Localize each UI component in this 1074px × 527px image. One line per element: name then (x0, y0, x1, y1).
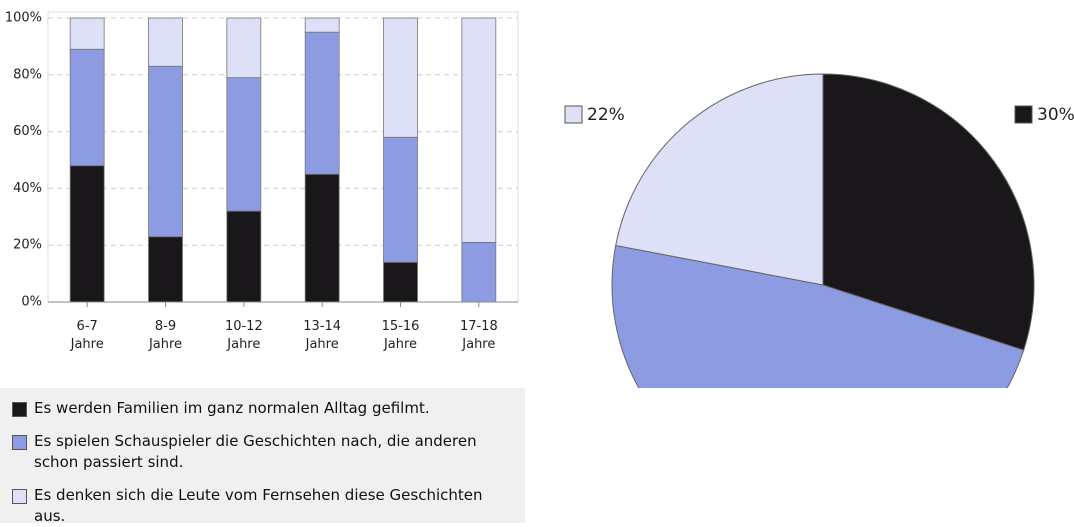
bar-segment (148, 65, 183, 238)
pie-slice (611, 244, 1025, 388)
bar-segment (304, 31, 340, 175)
legend-label: Es werden Familien im ganz normalen Allt… (34, 399, 430, 417)
y-tick-label: 20% (13, 238, 42, 253)
plot-frame (47, 11, 519, 303)
x-tick-label: 10-12 Jahre (225, 319, 263, 352)
x-tick-label: 8-9 Jahre (148, 319, 182, 352)
bar-segment (304, 173, 340, 303)
x-tick-label: 17-18 Jahre (460, 319, 498, 352)
x-tick-label: 6-7 Jahre (70, 319, 104, 352)
legend-label: Es denken sich die Leute vom Fernsehen d… (34, 486, 483, 525)
legend-label: Es spielen Schauspieler die Geschichten … (34, 432, 477, 471)
pie-slice (615, 73, 824, 286)
legend-swatch (12, 489, 27, 504)
bar-segment (148, 236, 183, 303)
y-tick-label: 40% (13, 181, 42, 196)
legend-swatch (12, 435, 27, 450)
bar-segment (69, 17, 105, 50)
pie-slice (822, 73, 1035, 351)
y-tick-label: 60% (13, 124, 42, 139)
bar-segment (148, 17, 183, 67)
bar-segment (461, 17, 497, 243)
legend-item: Es werden Familien im ganz normalen Allt… (12, 398, 515, 419)
x-tick-label: 13-14 Jahre (303, 319, 341, 352)
bar-segment (226, 77, 262, 212)
bar-segment (383, 17, 418, 138)
bar-segment (304, 17, 340, 33)
legend-swatch (12, 402, 27, 417)
bar-segment (383, 136, 418, 263)
bar-segment (461, 241, 497, 303)
bar-segment (226, 210, 262, 303)
y-tick-label: 80% (13, 67, 42, 82)
pie-label: 30% (1037, 105, 1074, 125)
bar-segment (383, 261, 418, 303)
bar-segment (69, 165, 105, 303)
y-tick-label: 0% (21, 295, 42, 310)
pie-label-swatch (564, 105, 583, 124)
chart: 0% 20% 40% 60% 80% 100% 6-7 Jahre 8-9 Jahre 10-12 J… (5, 11, 1074, 388)
bar-segment (226, 17, 262, 79)
bar-segment (69, 48, 105, 167)
legend-item: Es spielen Schauspieler die Geschichten … (12, 431, 515, 473)
pie-label-swatch (1014, 105, 1033, 124)
legend-item: Es denken sich die Leute vom Fernsehen d… (12, 485, 515, 527)
y-tick-label: 100% (5, 11, 42, 26)
pie-label: 22% (587, 105, 625, 125)
x-tick-label: 15-16 Jahre (382, 319, 420, 352)
legend: Es werden Familien im ganz normalen Allt… (0, 388, 525, 525)
